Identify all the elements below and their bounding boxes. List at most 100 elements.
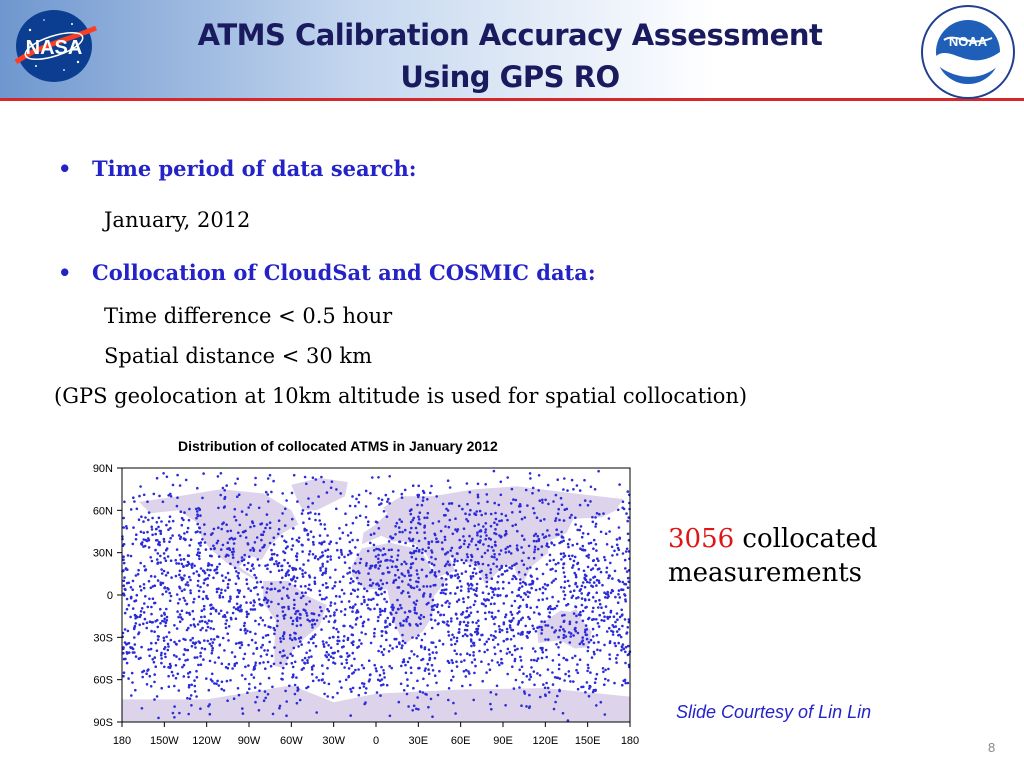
- collocation-point: [534, 630, 538, 633]
- collocation-point: [385, 600, 389, 604]
- collocation-point: [287, 596, 290, 600]
- collocation-point: [568, 620, 572, 624]
- collocation-point: [415, 707, 418, 711]
- collocation-point: [369, 673, 372, 676]
- collocation-point: [123, 611, 127, 615]
- collocation-point: [490, 707, 493, 711]
- collocation-point: [205, 594, 208, 598]
- collocation-point: [178, 711, 181, 715]
- collocation-point: [626, 519, 629, 523]
- collocation-point: [145, 626, 148, 630]
- collocation-point: [529, 606, 532, 610]
- collocation-label-2: measurements: [668, 558, 863, 588]
- bullet-heading: Time period of data search:: [92, 156, 417, 181]
- collocation-point: [315, 619, 319, 622]
- collocation-point: [134, 655, 138, 658]
- collocation-point: [462, 561, 466, 565]
- collocation-point: [569, 632, 573, 635]
- collocation-point: [598, 581, 601, 585]
- collocation-point: [390, 565, 394, 569]
- collocation-point: [333, 611, 336, 614]
- collocation-point: [289, 652, 292, 656]
- collocation-point: [432, 584, 436, 587]
- collocation-point: [465, 609, 469, 613]
- collocation-point: [254, 619, 257, 623]
- collocation-point: [308, 600, 311, 603]
- collocation-point: [242, 558, 246, 561]
- collocation-point: [426, 511, 430, 515]
- collocation-point: [365, 589, 369, 593]
- collocation-point: [576, 663, 579, 666]
- collocation-point: [169, 594, 173, 598]
- collocation-point: [178, 613, 182, 616]
- collocation-point: [416, 624, 419, 627]
- collocation-point: [186, 581, 189, 584]
- collocation-point: [585, 605, 588, 609]
- collocation-point: [520, 665, 524, 669]
- collocation-summary: 3056 collocated measurements: [668, 522, 877, 590]
- collocation-point: [147, 546, 151, 549]
- collocation-point: [623, 593, 626, 596]
- collocation-point: [456, 528, 460, 531]
- collocation-point: [360, 602, 364, 606]
- collocation-point: [229, 679, 232, 682]
- collocation-point: [287, 607, 290, 611]
- collocation-point: [312, 612, 315, 615]
- collocation-point: [411, 484, 415, 487]
- collocation-point: [405, 692, 409, 696]
- collocation-point: [222, 579, 225, 583]
- collocation-point: [523, 692, 527, 695]
- collocation-point: [435, 681, 438, 685]
- collocation-point: [288, 582, 291, 586]
- collocation-point: [624, 550, 628, 553]
- collocation-point: [254, 632, 257, 636]
- collocation-point: [215, 568, 218, 571]
- collocation-point: [257, 709, 261, 712]
- collocation-point: [247, 561, 250, 565]
- collocation-point: [530, 658, 533, 662]
- collocation-map-figure: Distribution of collocated ATMS in Janua…: [78, 434, 648, 756]
- collocation-point: [255, 695, 259, 699]
- collocation-point: [388, 502, 392, 505]
- collocation-point: [218, 594, 222, 597]
- collocation-point: [278, 706, 281, 710]
- collocation-point: [357, 493, 361, 497]
- collocation-point: [293, 631, 296, 635]
- collocation-point: [396, 586, 400, 589]
- collocation-point: [576, 687, 580, 691]
- collocation-point: [270, 490, 273, 494]
- collocation-point: [430, 568, 434, 572]
- collocation-point: [595, 591, 598, 594]
- collocation-point: [515, 562, 518, 565]
- collocation-point: [555, 528, 558, 531]
- collocation-point: [493, 521, 496, 524]
- collocation-point: [158, 494, 161, 498]
- collocation-point: [509, 552, 513, 555]
- collocation-point: [454, 528, 457, 531]
- collocation-point: [429, 593, 432, 596]
- collocation-point: [408, 531, 412, 534]
- collocation-point: [490, 611, 494, 615]
- collocation-point: [269, 570, 272, 574]
- collocation-point: [597, 625, 601, 628]
- collocation-point: [135, 533, 138, 536]
- collocation-point: [219, 548, 223, 551]
- collocation-point: [155, 476, 159, 480]
- collocation-point: [427, 705, 430, 709]
- collocation-point: [142, 531, 146, 534]
- collocation-point: [301, 572, 304, 576]
- collocation-point: [369, 492, 372, 495]
- collocation-point: [525, 605, 529, 609]
- collocation-point: [209, 607, 213, 611]
- collocation-point: [296, 616, 299, 619]
- collocation-point: [272, 662, 276, 666]
- collocation-point: [351, 651, 355, 655]
- collocation-point: [163, 556, 166, 560]
- collocation-point: [358, 686, 362, 690]
- collocation-point: [388, 644, 392, 647]
- collocation-point: [133, 624, 137, 628]
- collocation-point: [620, 608, 623, 612]
- collocation-point: [308, 619, 311, 623]
- collocation-point: [159, 583, 163, 586]
- collocation-point: [301, 658, 304, 662]
